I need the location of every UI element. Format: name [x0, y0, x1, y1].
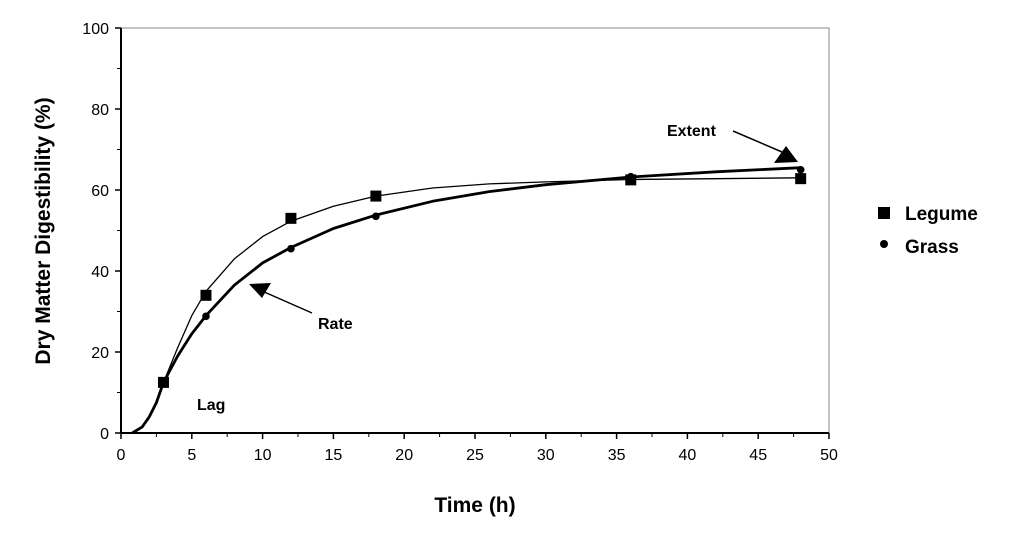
x-tick-label: 5 — [187, 447, 196, 464]
x-tick-label: 10 — [254, 447, 272, 464]
series-line-grass — [131, 166, 801, 435]
data-point-grass — [202, 312, 210, 321]
x-tick-label: 30 — [537, 447, 555, 464]
y-tick-label: 0 — [100, 426, 109, 443]
extent-arrow-head — [774, 146, 798, 163]
legend-marker-legume — [878, 207, 890, 219]
y-tick-label: 100 — [82, 21, 109, 38]
legend-marker-grass — [880, 240, 888, 248]
data-point-grass — [626, 172, 635, 181]
annotation-rate: Rate — [318, 316, 353, 333]
legend-label-grass: Grass — [905, 237, 959, 258]
legend: Legume Grass — [878, 204, 978, 258]
y-tick-label: 60 — [91, 183, 109, 200]
series-curves — [131, 166, 801, 435]
y-tick-label: 80 — [91, 102, 109, 119]
series-line-legume — [131, 177, 801, 434]
x-axis-title: Time (h) — [434, 494, 515, 517]
x-tick-label: 0 — [117, 447, 126, 464]
x-tick-label: 50 — [820, 447, 838, 464]
plot-frame — [120, 27, 830, 434]
data-point-legume — [285, 212, 297, 224]
annotation-lag: Lag — [197, 397, 225, 414]
x-tick-label: 25 — [466, 447, 484, 464]
extent-arrow-shaft — [732, 130, 783, 153]
x-tick-label: 45 — [749, 447, 767, 464]
x-tick-label: 35 — [608, 447, 626, 464]
rate-arrow-head — [249, 283, 271, 298]
y-axis-title: Dry Matter Digestibility (%) — [32, 97, 55, 364]
x-tick-label: 20 — [395, 447, 413, 464]
data-point-legume — [200, 289, 212, 301]
annotation-extent: Extent — [667, 123, 717, 140]
y-tick-label: 40 — [91, 264, 109, 281]
data-point-legume — [795, 173, 807, 185]
annotation-arrows — [249, 130, 798, 314]
x-tick-label: 40 — [679, 447, 697, 464]
data-point-grass — [159, 378, 168, 387]
data-point-legume — [370, 190, 382, 202]
legend-label-legume: Legume — [905, 204, 978, 225]
data-point-grass — [287, 244, 295, 253]
data-point-grass — [372, 212, 380, 221]
x-tick-label: 15 — [325, 447, 343, 464]
axes: 0 5 10 15 20 25 30 35 40 45 50 0 20 40 60 80 100 — [82, 21, 838, 464]
data-point-grass — [796, 165, 805, 174]
series-markers — [157, 165, 807, 388]
rate-arrow-shaft — [261, 290, 313, 314]
y-tick-label: 20 — [91, 345, 109, 362]
